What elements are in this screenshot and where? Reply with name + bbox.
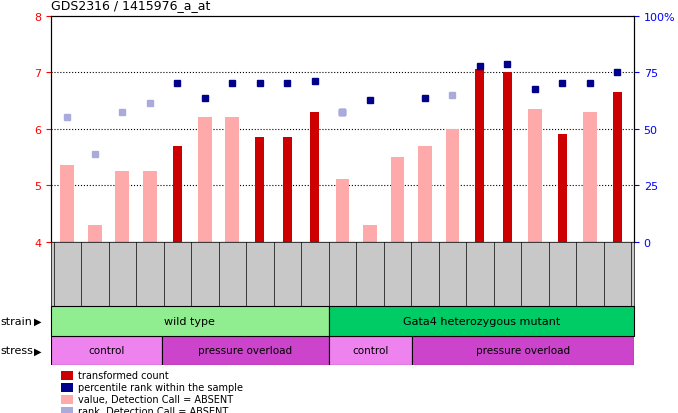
Bar (418, 146, 432, 242)
Bar (198, 118, 212, 242)
Bar (329, 336, 412, 366)
Bar (162, 336, 329, 366)
Bar (583, 112, 597, 242)
Bar (88, 225, 102, 242)
Bar (412, 336, 634, 366)
Bar (336, 180, 349, 242)
Text: wild type: wild type (164, 316, 215, 326)
Bar (329, 306, 634, 336)
Bar (613, 93, 622, 242)
Bar (60, 166, 74, 242)
Text: control: control (352, 346, 388, 356)
Text: ▶: ▶ (33, 316, 41, 326)
Text: pressure overload: pressure overload (198, 346, 292, 356)
Text: Gata4 heterozygous mutant: Gata4 heterozygous mutant (403, 316, 560, 326)
Bar (363, 225, 377, 242)
Text: stress: stress (0, 346, 33, 356)
Text: rank, Detection Call = ABSENT: rank, Detection Call = ABSENT (78, 406, 228, 413)
Text: value, Detection Call = ABSENT: value, Detection Call = ABSENT (78, 394, 233, 404)
Bar (528, 109, 542, 242)
Bar (475, 70, 484, 242)
Bar (503, 73, 512, 242)
Bar (391, 157, 404, 242)
Bar (173, 146, 182, 242)
Text: percentile rank within the sample: percentile rank within the sample (78, 382, 243, 392)
Text: ▶: ▶ (33, 346, 41, 356)
Bar (143, 171, 157, 242)
Bar (283, 138, 292, 242)
Text: pressure overload: pressure overload (476, 346, 570, 356)
Bar (226, 118, 239, 242)
Text: control: control (88, 346, 125, 356)
Text: GDS2316 / 1415976_a_at: GDS2316 / 1415976_a_at (51, 0, 210, 12)
Bar (558, 135, 567, 242)
Bar (445, 129, 459, 242)
Text: transformed count: transformed count (78, 370, 169, 380)
Bar (311, 112, 319, 242)
Bar (51, 336, 162, 366)
Bar (256, 138, 264, 242)
Text: strain: strain (0, 316, 32, 326)
Bar (115, 171, 129, 242)
Bar (51, 306, 329, 336)
